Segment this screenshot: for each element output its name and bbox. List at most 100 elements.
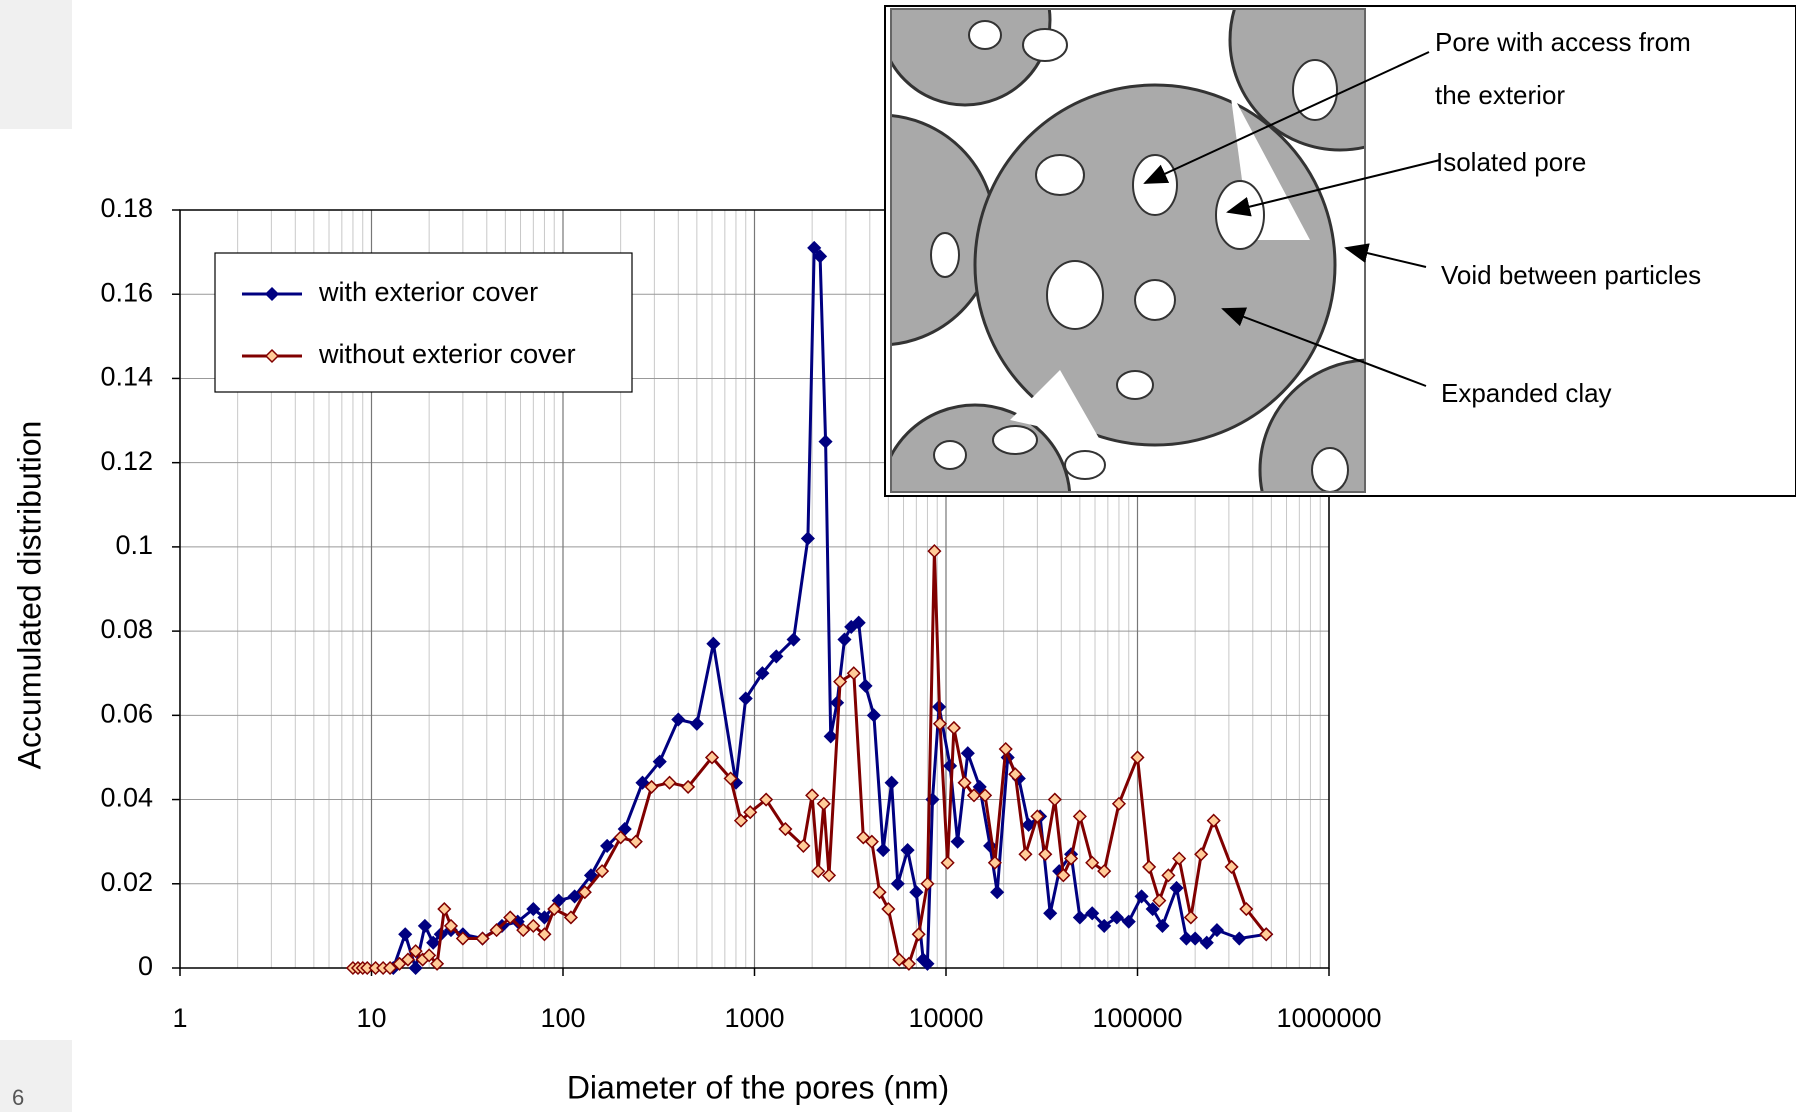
legend-label: without exterior cover [318,339,576,369]
data-point [1142,859,1157,874]
data-point [927,544,942,559]
data-point [950,834,965,849]
x-tick-label: 100 [540,1003,585,1033]
data-point [426,935,441,950]
page-number: 6 [12,1085,24,1110]
data-point [987,855,1002,870]
data-point [1021,817,1036,832]
data-point [1038,847,1053,862]
data-point [755,666,770,681]
data-point [537,910,552,925]
data-point [1169,880,1184,896]
data-point [1121,914,1136,929]
plot-border [179,209,1330,969]
data-point [901,956,916,971]
data-point [1109,910,1124,925]
data-point [437,901,452,917]
corner-decoration [0,0,72,129]
data-point [1072,910,1087,925]
data-point [547,901,562,917]
data-point [876,843,891,858]
data-point [455,931,470,946]
data-point [443,918,459,933]
data-point [1097,918,1112,933]
y-axis-label: Accumulated distribution [11,421,47,770]
data-point [1072,809,1087,824]
data-point [1056,868,1071,883]
y-tick-label: 0.06 [100,698,153,728]
data-point [778,821,793,837]
data-point [805,788,820,803]
data-point [417,918,432,933]
data-point [738,691,753,706]
x-tick-label: 10 [356,1003,386,1033]
data-point [1206,813,1221,828]
x-axis-label: Diameter of the pores (nm) [567,1069,949,1105]
data-point [892,952,907,967]
data-point [884,775,899,790]
data-point [807,240,822,255]
data-point [567,889,582,904]
data-point [866,708,881,723]
data-point [1030,809,1045,824]
data-point [851,615,866,630]
legend: with exterior cover without exterior cove… [214,252,633,393]
data-point [704,750,720,765]
diagram: Pore with access from the exterior Isola… [884,5,1796,497]
data-point [1134,889,1149,904]
data-point [600,838,615,853]
data-point [1232,931,1247,946]
data-point [671,712,686,727]
data-point [430,956,445,971]
y-tick-label: 0.1 [115,530,153,560]
diagram-label: Isolated pore [1436,147,1586,177]
data-point [644,779,659,794]
legend-label: with exterior cover [318,277,538,307]
data-point [398,927,413,942]
data-point [743,805,758,820]
data-point [1043,906,1058,921]
pointer-arrow [1344,243,1427,268]
data-point [818,434,833,449]
data-point [800,531,815,546]
data-point [706,636,721,651]
data-point [408,960,423,976]
x-tick-label: 1 [172,1003,187,1033]
x-tick-label: 1000000 [1276,1003,1381,1033]
data-point [1097,864,1112,879]
data-point [563,910,578,925]
data-point [1172,851,1187,866]
data-point [382,960,398,976]
data-point [864,834,879,849]
data-point [920,956,935,971]
data-point [837,632,852,647]
data-point [681,779,696,794]
data-point [881,901,896,917]
data-point [613,830,628,845]
data-point [960,746,975,761]
y-tick-label: 0.08 [100,614,153,644]
data-point [932,716,948,731]
data-point [652,754,667,769]
data-point [1194,847,1209,862]
data-point [1085,906,1100,921]
data-point [537,927,552,942]
data-point [759,792,774,807]
data-point [516,923,531,938]
y-tick-label: 0.02 [100,867,153,897]
data-point [823,729,838,744]
data-point [978,788,993,803]
y-tick-label: 0.12 [100,446,153,476]
data-point [733,813,749,828]
data-point [846,666,861,681]
diagram-label: Void between particles [1441,260,1701,290]
data-point [796,838,811,853]
x-tick-label: 1000 [724,1003,784,1033]
data-point [920,876,935,891]
data-point [786,632,801,647]
y-tick-label: 0.16 [100,277,153,307]
data-point [1064,851,1079,866]
legend-marker [264,286,280,302]
data-point [1152,893,1167,908]
